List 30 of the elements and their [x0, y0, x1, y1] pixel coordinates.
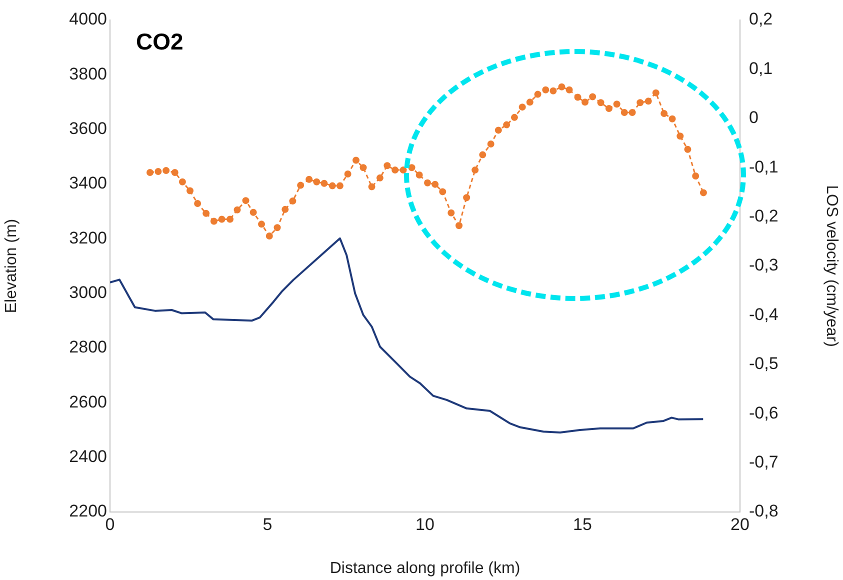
y-tick-label: 2200 — [69, 502, 107, 521]
y2-tick-label: -0,4 — [749, 304, 778, 324]
y2-tick-label: -0,6 — [749, 403, 778, 422]
y-axis-title: Elevation (m) — [3, 218, 20, 314]
y2-tick-label: 0,2 — [749, 10, 773, 29]
y-tick-label: 4000 — [69, 10, 107, 29]
y2-tick-label: -0,1 — [749, 157, 778, 176]
x-tick-label: 10 — [416, 514, 434, 534]
y-tick-label: 2600 — [69, 392, 107, 412]
y2-tick-label: -0,8 — [749, 502, 778, 521]
y2-tick-label: 0,1 — [749, 58, 773, 78]
y-tick-label: 3000 — [69, 283, 107, 302]
y2-tick-label: -0,7 — [749, 452, 778, 472]
y-tick-label: 3600 — [69, 119, 107, 138]
x-tick-label: 15 — [573, 514, 592, 534]
y-tick-label: 3400 — [69, 174, 107, 193]
chart-title: CO2 — [136, 28, 184, 54]
y2-tick-label: -0,5 — [749, 354, 778, 374]
x-axis-title: Distance along profile (km) — [330, 560, 520, 577]
x-tick-label: 5 — [262, 514, 272, 534]
y-tick-label: 3800 — [69, 64, 107, 84]
y2-axis-title: LOS velocity (cm/year) — [822, 185, 840, 347]
y2-tick-label: 0 — [749, 108, 758, 128]
y-tick-label: 3200 — [69, 228, 107, 248]
x-tick-label: 0 — [105, 514, 115, 534]
y-tick-label: 2800 — [69, 338, 107, 357]
y2-tick-label: -0,3 — [749, 256, 778, 275]
y-tick-label: 2400 — [69, 447, 107, 466]
x-tick-label: 20 — [730, 514, 750, 534]
y2-tick-label: -0,2 — [749, 206, 778, 226]
